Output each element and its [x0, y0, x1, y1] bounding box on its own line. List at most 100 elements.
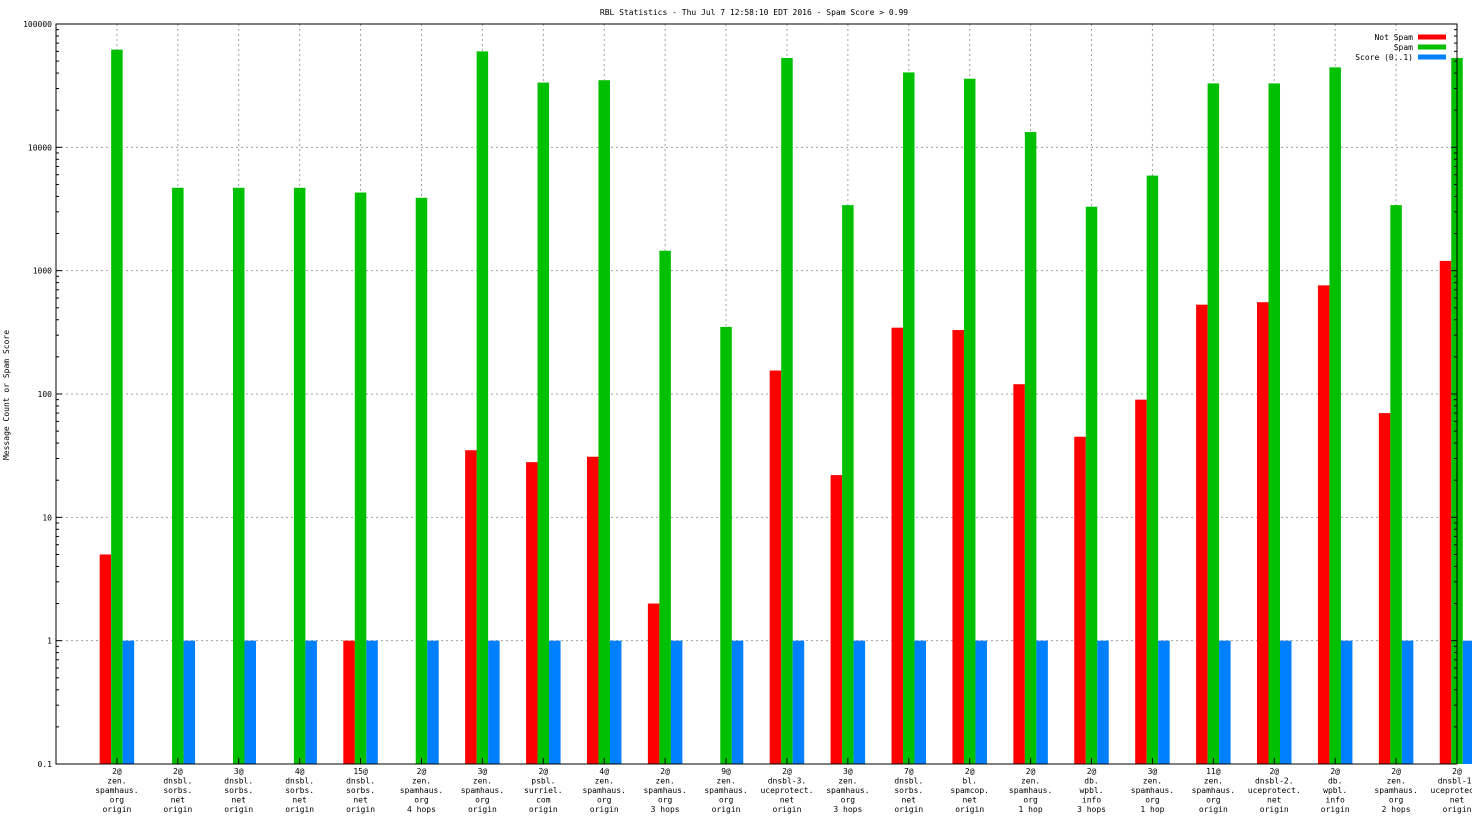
legend-swatch [1418, 34, 1446, 40]
bar-score-0-1 [670, 640, 683, 764]
x-category-label: 2@ db. wpbl. info 3 hops [1077, 767, 1106, 814]
bar-not-spam [1317, 285, 1330, 764]
bar-spam [1329, 67, 1341, 764]
y-tick-label: 100 [38, 390, 53, 399]
x-category-label: 2@ zen. spamhaus. org 4 hops [400, 767, 443, 814]
x-category-label: 3@ zen. spamhaus. org origin [461, 767, 504, 814]
bar-not-spam [1074, 436, 1086, 764]
bar-not-spam [1378, 413, 1391, 764]
bar-score-0-1 [1219, 640, 1231, 764]
y-tick-label: 10000 [28, 143, 52, 152]
bar-score-0-1 [914, 640, 927, 764]
x-category-label: 2@ dnsbl-3. uceprotect. net origin [760, 767, 813, 814]
bar-spam [842, 205, 854, 764]
x-category-label: 15@ dnsbl. sorbs. net origin [346, 767, 375, 814]
bar-score-0-1 [853, 640, 866, 764]
bar-spam [172, 187, 184, 764]
bar-score-0-1 [305, 640, 317, 764]
x-category-label: 3@ dnsbl. sorbs. net origin [224, 767, 253, 814]
bar-spam [781, 58, 793, 764]
bar-score-0-1 [488, 640, 500, 764]
bar-spam [1085, 206, 1098, 764]
bar-score-0-1 [1280, 640, 1292, 764]
x-category-label: 2@ bl. spamcop. net origin [950, 767, 989, 814]
bar-not-spam [1013, 384, 1025, 764]
bar-spam [111, 49, 123, 764]
bar-score-0-1 [1340, 640, 1353, 764]
bar-not-spam [343, 640, 355, 764]
legend-label: Not Spam [1374, 33, 1413, 42]
x-category-label: 9@ zen. spamhaus. org origin [704, 767, 747, 814]
bar-score-0-1 [427, 640, 439, 764]
bar-not-spam [830, 475, 843, 764]
legend-swatch [1418, 44, 1446, 50]
bar-not-spam [647, 603, 660, 764]
x-category-label: 2@ dnsbl-2. uceprotect. net origin [1248, 767, 1301, 814]
bar-not-spam [1196, 304, 1208, 764]
x-category-label: 2@ dnsbl. sorbs. net origin [163, 767, 192, 814]
bar-spam [1024, 132, 1037, 765]
bar-score-0-1 [366, 640, 378, 764]
legend-label: Score (0..1) [1355, 53, 1413, 62]
y-tick-label: 1000 [33, 267, 52, 276]
bar-not-spam [891, 327, 904, 764]
x-category-label: 4@ dnsbl. sorbs. net origin [285, 767, 314, 814]
bar-spam [903, 72, 915, 764]
bar-score-0-1 [975, 640, 987, 764]
bar-spam [293, 187, 306, 764]
x-category-label: 2@ zen. spamhaus. org 3 hops [643, 767, 686, 814]
bar-not-spam [1135, 399, 1147, 764]
bar-score-0-1 [792, 640, 805, 764]
bar-spam [659, 250, 671, 764]
grid-layer [56, 24, 1457, 764]
y-tick-label: 1 [47, 637, 52, 646]
x-category-label: 2@ psbl. surriel. com origin [524, 767, 563, 814]
bar-spam [476, 51, 489, 765]
bar-score-0-1 [731, 640, 744, 764]
bar-not-spam [526, 462, 538, 764]
legend-label: Spam [1394, 43, 1413, 52]
bar-spam [537, 82, 550, 764]
bar-score-0-1 [609, 640, 622, 764]
bar-spam [1268, 83, 1281, 764]
bar-score-0-1 [1462, 640, 1472, 764]
bar-spam [354, 192, 367, 765]
bar-spam [415, 197, 428, 765]
bar-score-0-1 [183, 640, 196, 764]
bar-spam [720, 326, 732, 764]
y-axis-label: Message Count or Spam Score [2, 330, 11, 460]
x-category-label: 2@ zen. spamhaus. org 1 hop [1009, 767, 1052, 814]
y-tick-label: 0.1 [38, 760, 53, 769]
bar-not-spam [586, 456, 599, 764]
x-category-label: 2@ zen. spamhaus. org origin [95, 767, 138, 814]
bar-score-0-1 [122, 640, 135, 764]
x-category-label: 11@ zen. spamhaus. org origin [1192, 767, 1235, 814]
bar-score-0-1 [244, 640, 256, 764]
chart-title: RBL Statistics - Thu Jul 7 12:58:10 EDT … [600, 8, 908, 17]
bars-layer [99, 49, 1472, 765]
bar-spam [963, 78, 976, 764]
x-category-label: 3@ zen. spamhaus. org 1 hop [1131, 767, 1174, 814]
bar-not-spam [1439, 260, 1452, 764]
x-category-label: 2@ zen. spamhaus. org 2 hops [1374, 767, 1417, 814]
x-category-label: 4@ zen. spamhaus. org origin [583, 767, 626, 814]
bar-spam [598, 80, 610, 764]
bar-spam [232, 187, 245, 764]
bar-not-spam [769, 370, 782, 764]
bar-score-0-1 [549, 640, 561, 764]
bar-not-spam [1257, 302, 1269, 764]
bar-spam [1207, 83, 1220, 764]
x-category-label: 2@ db. wpbl. info origin [1321, 767, 1350, 814]
x-category-labels: 2@ zen. spamhaus. org origin 2@ dnsbl. sorbs. ne… [95, 767, 1472, 814]
bar-score-0-1 [1097, 640, 1109, 764]
bar-score-0-1 [1158, 640, 1170, 764]
y-tick-label: 100000 [23, 20, 52, 29]
x-category-label: 3@ zen. spamhaus. org 3 hops [826, 767, 869, 814]
bar-not-spam [952, 330, 964, 764]
x-category-label: 7@ dnsbl. sorbs. net origin [894, 767, 923, 814]
y-tick-label: 10 [42, 513, 52, 522]
bar-not-spam [99, 554, 112, 764]
